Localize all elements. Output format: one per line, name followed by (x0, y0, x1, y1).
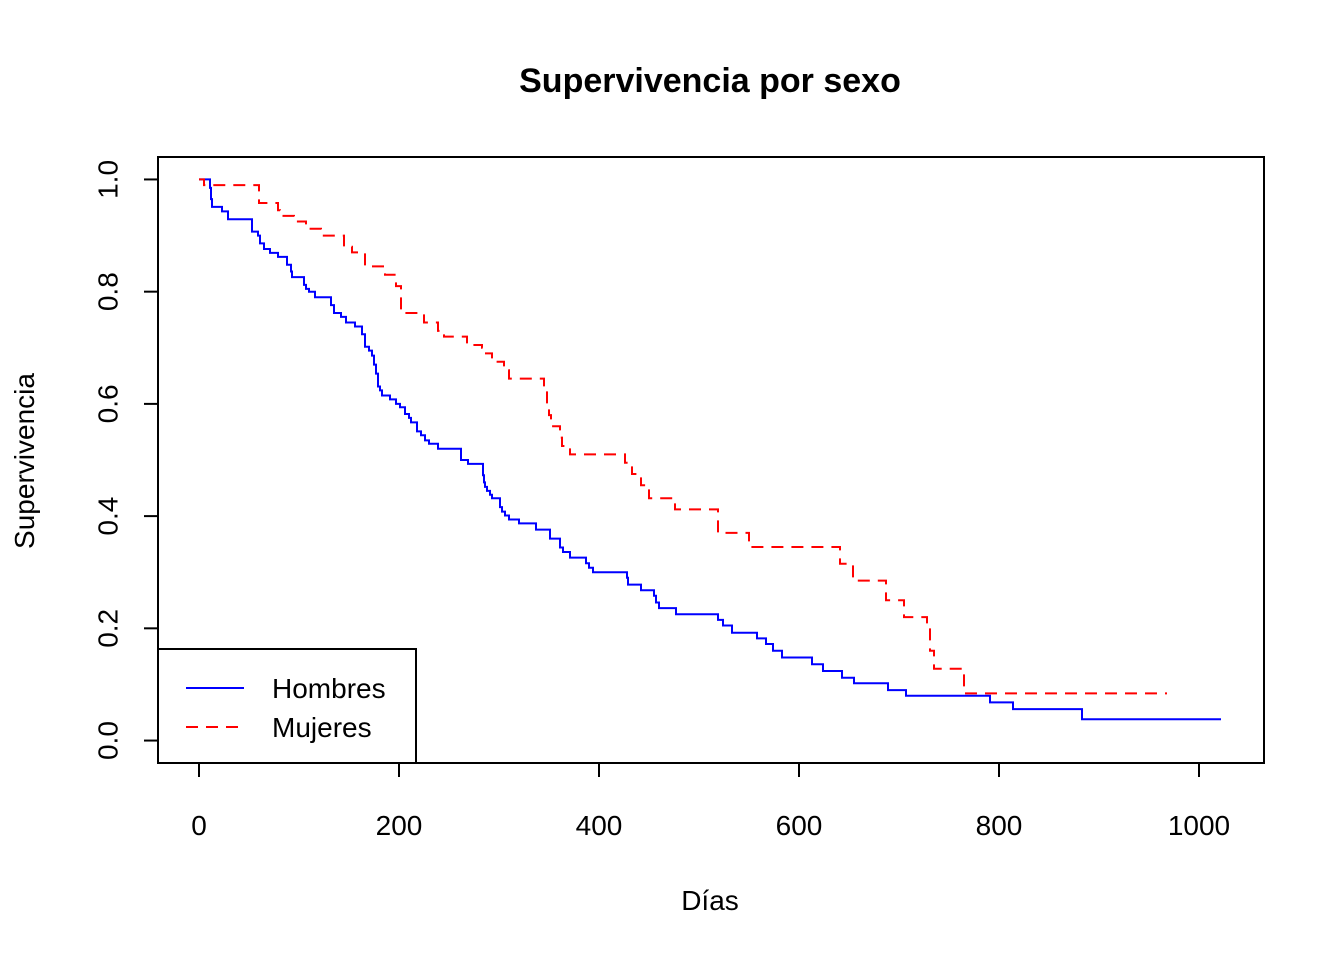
legend: Hombres Mujeres (157, 648, 417, 764)
legend-label-hombres: Hombres (272, 673, 386, 704)
y-axis-label: Supervivencia (9, 373, 40, 549)
x-tick-label: 600 (776, 810, 823, 841)
x-axis: 0 200 400 600 800 1000 (191, 762, 1230, 841)
series-line-hombres (199, 178, 1221, 721)
y-tick-label: 0.2 (92, 609, 123, 648)
y-tick-label: 0.4 (92, 497, 123, 536)
x-tick-label: 0 (191, 810, 207, 841)
y-tick-label: 0.8 (92, 272, 123, 311)
x-tick-label: 200 (376, 810, 423, 841)
x-axis-label: Días (681, 885, 739, 916)
legend-box (157, 648, 417, 764)
legend-label-mujeres: Mujeres (272, 712, 372, 743)
y-tick-label: 0.6 (92, 384, 123, 423)
y-tick-label: 1.0 (92, 160, 123, 199)
x-tick-label: 1000 (1168, 810, 1230, 841)
x-tick-label: 400 (576, 810, 623, 841)
y-axis: 0.0 0.2 0.4 0.6 0.8 1.0 (92, 160, 159, 760)
chart-title: Supervivencia por sexo (519, 62, 901, 100)
series-layer (199, 178, 1221, 721)
y-tick-label: 0.0 (92, 721, 123, 760)
x-tick-label: 800 (976, 810, 1023, 841)
series-line-mujeres (199, 178, 1167, 695)
